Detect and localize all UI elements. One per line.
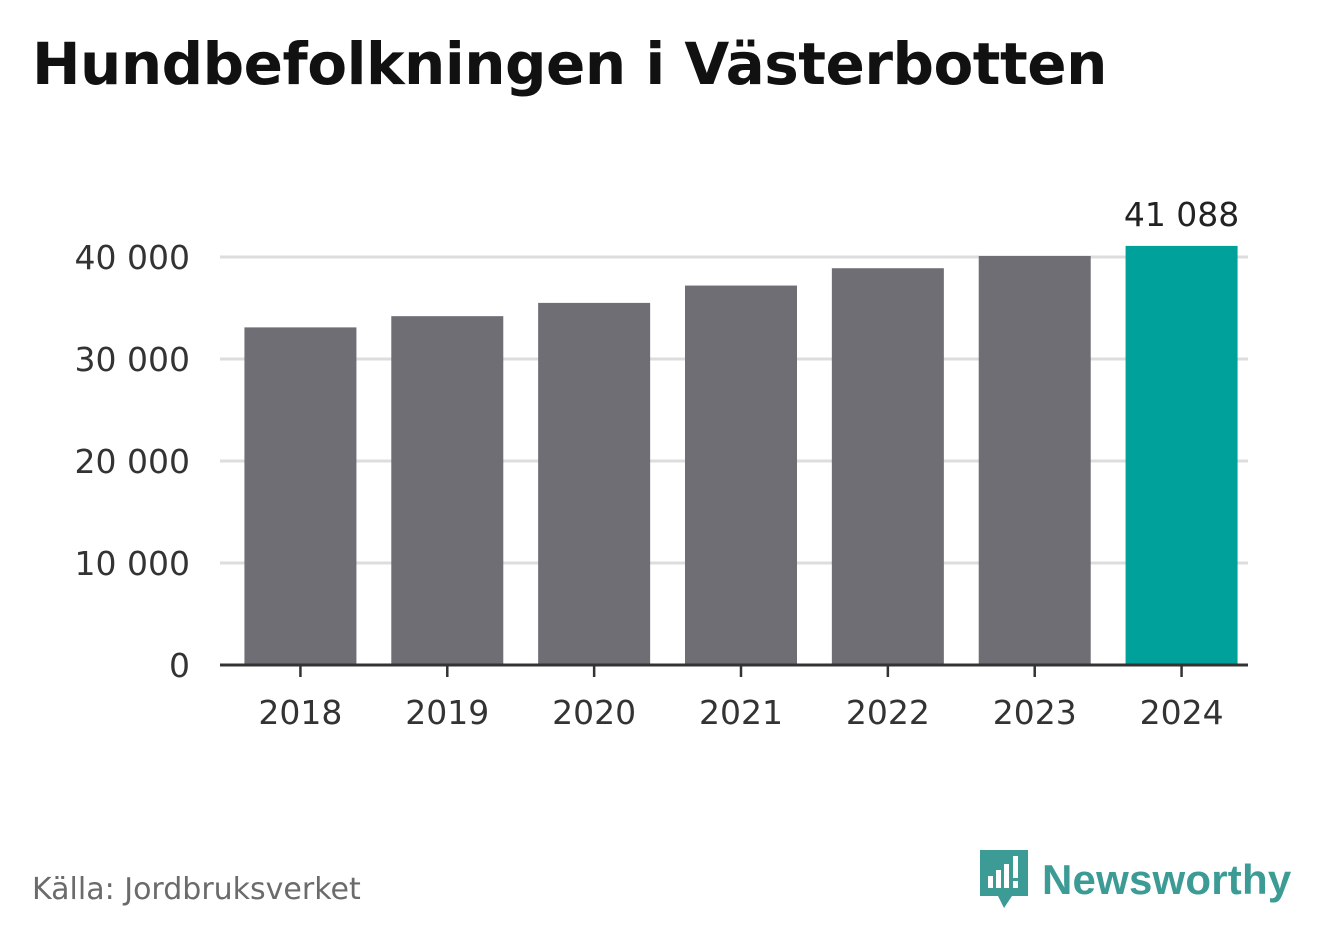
x-tick-label: 2018 xyxy=(258,693,342,732)
bar xyxy=(685,285,797,665)
x-tick-label: 2021 xyxy=(699,693,783,732)
x-tick-label: 2020 xyxy=(552,693,636,732)
y-tick-label: 10 000 xyxy=(75,544,190,583)
axes: 0 10 000 20 000 30 000 40 000 2018 2019 2020 202… xyxy=(75,195,1248,732)
data-label: 41 088 xyxy=(1124,195,1239,234)
brand-logo: Newsworthy xyxy=(980,850,1291,910)
bar-chart: 0 10 000 20 000 30 000 40 000 2018 2019 2020 202… xyxy=(75,195,1248,732)
bar-highlight xyxy=(1125,245,1238,665)
y-tick-label: 0 xyxy=(169,646,190,685)
x-tick-label: 2024 xyxy=(1140,693,1224,732)
newsworthy-logo-icon xyxy=(980,850,1028,908)
brand-name: Newsworthy xyxy=(1042,856,1292,903)
bars xyxy=(244,245,1238,666)
y-tick-label: 30 000 xyxy=(75,340,190,379)
bar xyxy=(244,327,357,665)
source-note: Källa: Jordbruksverket xyxy=(32,872,361,907)
bar xyxy=(978,255,1091,666)
x-tick-label: 2019 xyxy=(405,693,489,732)
bar xyxy=(831,268,944,665)
x-tick-label: 2022 xyxy=(846,693,930,732)
chart-title: Hundbefolkningen i Västerbotten xyxy=(32,30,1107,98)
bar xyxy=(391,316,504,665)
x-tick-label: 2023 xyxy=(993,693,1077,732)
y-tick-label: 40 000 xyxy=(75,238,190,277)
y-tick-label: 20 000 xyxy=(75,442,190,481)
bar xyxy=(538,302,651,665)
